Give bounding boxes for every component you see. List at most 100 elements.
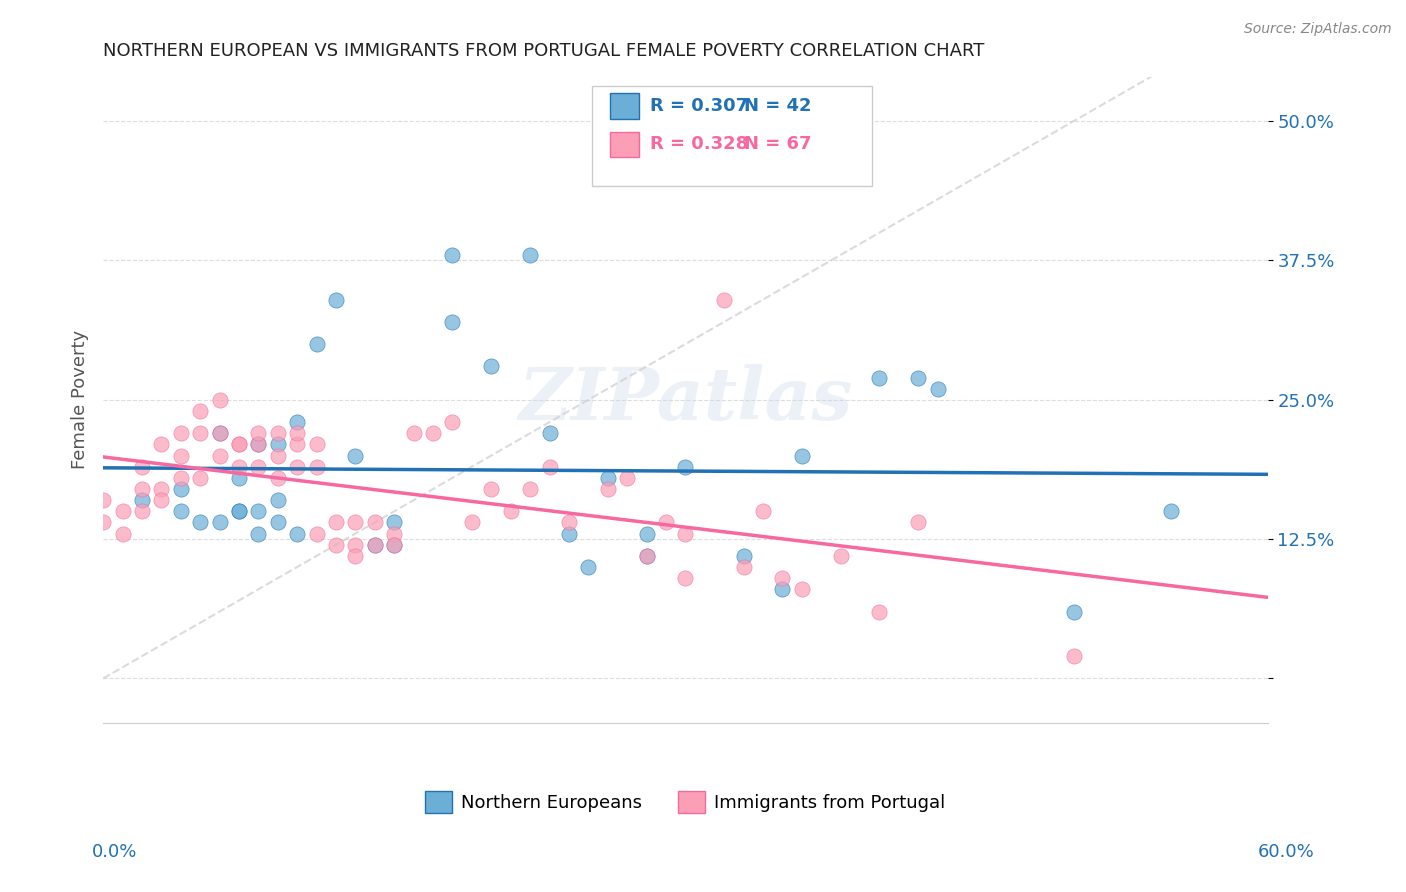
Text: N = 67: N = 67	[744, 136, 811, 153]
Point	[228, 504, 250, 518]
Point	[228, 437, 250, 451]
Point	[927, 382, 949, 396]
Point	[228, 471, 250, 485]
Point	[519, 482, 541, 496]
Point	[91, 493, 114, 508]
Point	[441, 315, 464, 329]
Point	[131, 504, 153, 518]
Point	[479, 359, 502, 374]
Point	[558, 516, 581, 530]
Point	[558, 526, 581, 541]
Point	[285, 526, 308, 541]
Point	[907, 516, 929, 530]
Point	[247, 504, 270, 518]
Text: Source: ZipAtlas.com: Source: ZipAtlas.com	[1244, 22, 1392, 37]
Point	[790, 582, 813, 597]
Point	[267, 426, 290, 441]
Point	[170, 482, 193, 496]
Point	[325, 516, 347, 530]
Text: R = 0.307: R = 0.307	[651, 96, 748, 115]
Point	[111, 526, 134, 541]
Point	[382, 516, 405, 530]
Point	[188, 404, 211, 418]
Point	[673, 571, 696, 585]
FancyBboxPatch shape	[610, 93, 638, 119]
Point	[188, 471, 211, 485]
Point	[150, 437, 173, 451]
FancyBboxPatch shape	[610, 131, 638, 157]
Point	[655, 516, 678, 530]
Point	[150, 493, 173, 508]
Point	[673, 459, 696, 474]
FancyBboxPatch shape	[592, 87, 872, 186]
Point	[247, 526, 270, 541]
Point	[170, 504, 193, 518]
Point	[228, 504, 250, 518]
Point	[170, 449, 193, 463]
Point	[382, 538, 405, 552]
Point	[596, 471, 619, 485]
Point	[267, 437, 290, 451]
Point	[790, 449, 813, 463]
Point	[382, 526, 405, 541]
Point	[673, 526, 696, 541]
Text: 0.0%: 0.0%	[91, 843, 136, 861]
Point	[208, 516, 231, 530]
Point	[188, 516, 211, 530]
Point	[772, 582, 794, 597]
Point	[713, 293, 735, 307]
Point	[247, 459, 270, 474]
Point	[1160, 504, 1182, 518]
Point	[733, 560, 755, 574]
Point	[111, 504, 134, 518]
Point	[364, 538, 387, 552]
Point	[208, 426, 231, 441]
Point	[344, 549, 367, 563]
Point	[636, 526, 658, 541]
Point	[305, 337, 328, 351]
Point	[382, 538, 405, 552]
Point	[636, 549, 658, 563]
Point	[228, 459, 250, 474]
Point	[538, 426, 561, 441]
Point	[1063, 605, 1085, 619]
Point	[208, 392, 231, 407]
Y-axis label: Female Poverty: Female Poverty	[72, 330, 89, 469]
Point	[267, 493, 290, 508]
Point	[247, 426, 270, 441]
Point	[285, 459, 308, 474]
Point	[733, 549, 755, 563]
Point	[325, 293, 347, 307]
Text: NORTHERN EUROPEAN VS IMMIGRANTS FROM PORTUGAL FEMALE POVERTY CORRELATION CHART: NORTHERN EUROPEAN VS IMMIGRANTS FROM POR…	[103, 42, 984, 60]
Legend: Northern Europeans, Immigrants from Portugal: Northern Europeans, Immigrants from Port…	[418, 784, 953, 821]
Text: N = 42: N = 42	[744, 96, 811, 115]
Point	[188, 426, 211, 441]
Point	[247, 437, 270, 451]
Point	[576, 560, 599, 574]
Point	[170, 426, 193, 441]
Point	[325, 538, 347, 552]
Point	[91, 516, 114, 530]
Point	[364, 516, 387, 530]
Point	[247, 437, 270, 451]
Point	[441, 415, 464, 429]
Text: 60.0%: 60.0%	[1258, 843, 1315, 861]
Point	[305, 526, 328, 541]
Point	[441, 248, 464, 262]
Point	[267, 449, 290, 463]
Point	[422, 426, 444, 441]
Point	[285, 437, 308, 451]
Point	[772, 571, 794, 585]
Point	[538, 459, 561, 474]
Point	[285, 426, 308, 441]
Point	[131, 493, 153, 508]
Point	[869, 605, 891, 619]
Point	[267, 471, 290, 485]
Text: R = 0.328: R = 0.328	[651, 136, 749, 153]
Point	[208, 426, 231, 441]
Point	[636, 549, 658, 563]
Point	[228, 437, 250, 451]
Point	[131, 459, 153, 474]
Point	[267, 516, 290, 530]
Point	[752, 504, 775, 518]
